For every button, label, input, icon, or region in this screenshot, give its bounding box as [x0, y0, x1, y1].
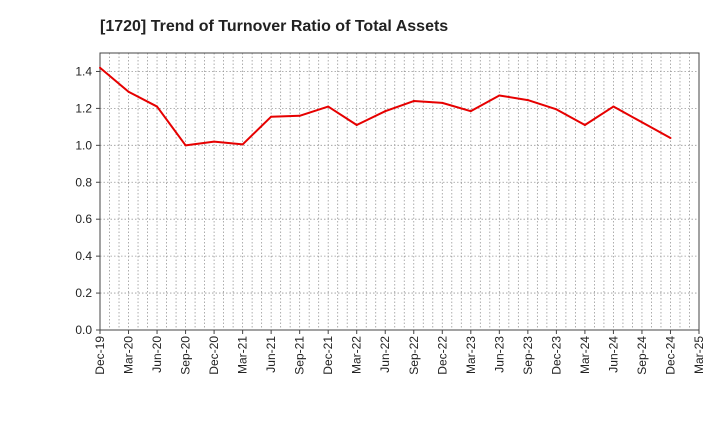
- data-point: [327, 105, 330, 108]
- y-tick-label: 1.2: [75, 101, 92, 115]
- plot-area: [99, 52, 700, 331]
- x-tick-label: Sep-23: [521, 336, 535, 375]
- x-tick-label: Jun-21: [264, 336, 278, 373]
- x-tick-label: Dec-19: [93, 336, 107, 375]
- data-point: [469, 110, 472, 113]
- x-tick-label: Jun-24: [606, 336, 620, 373]
- x-tick-label: Jun-23: [492, 336, 506, 373]
- data-point: [441, 101, 444, 104]
- y-tick-label: 0.0: [75, 323, 92, 337]
- grid-lines: [100, 53, 699, 331]
- x-tick-label: Mar-22: [350, 336, 364, 374]
- y-tick-label: 1.4: [75, 64, 92, 78]
- data-point: [555, 108, 558, 111]
- x-tick-label: Dec-20: [207, 336, 221, 375]
- y-tick-label: 0.6: [75, 212, 92, 226]
- data-point: [640, 121, 643, 124]
- x-tick-label: Dec-21: [321, 336, 335, 375]
- y-tick-label: 1.0: [75, 138, 92, 152]
- x-tick-label: Sep-22: [407, 336, 421, 375]
- data-point: [612, 105, 615, 108]
- data-point: [241, 143, 244, 146]
- x-tick-label: Jun-22: [378, 336, 392, 373]
- data-point: [298, 114, 301, 117]
- y-axis: 0.0 0.2 0.4 0.6 0.8 1.0 1.2 1.4: [75, 64, 100, 337]
- series-layer: [99, 66, 672, 147]
- x-tick-label: Mar-24: [578, 336, 592, 374]
- x-tick-label: Sep-21: [293, 336, 307, 375]
- data-point: [669, 136, 672, 139]
- y-tick-label: 0.4: [75, 249, 92, 263]
- data-point: [526, 99, 529, 102]
- x-tick-label: Mar-21: [236, 336, 250, 374]
- data-point: [498, 94, 501, 97]
- y-tick-label: 0.8: [75, 175, 92, 189]
- x-axis: Dec-19 Mar-20 Jun-20 Sep-20 Dec-20 Mar-21 Jun-…: [93, 330, 706, 375]
- x-tick-label: Mar-23: [464, 336, 478, 374]
- data-point: [270, 115, 273, 118]
- data-point: [184, 144, 187, 147]
- data-point: [412, 100, 415, 103]
- x-tick-label: Mar-20: [122, 336, 136, 374]
- x-tick-label: Sep-24: [635, 336, 649, 375]
- data-point: [384, 110, 387, 113]
- x-tick-label: Dec-22: [435, 336, 449, 375]
- data-point: [213, 140, 216, 143]
- x-tick-label: Dec-23: [549, 336, 563, 375]
- data-point: [156, 105, 159, 108]
- x-tick-label: Mar-25: [692, 336, 706, 374]
- x-tick-label: Jun-20: [150, 336, 164, 373]
- y-tick-label: 0.2: [75, 286, 92, 300]
- chart-title: [1720] Trend of Turnover Ratio of Total …: [100, 18, 448, 35]
- x-tick-label: Dec-24: [663, 336, 677, 375]
- data-point: [127, 90, 130, 93]
- data-point: [99, 66, 101, 69]
- data-point: [355, 124, 358, 127]
- data-point: [583, 124, 586, 127]
- x-tick-label: Sep-20: [179, 336, 193, 375]
